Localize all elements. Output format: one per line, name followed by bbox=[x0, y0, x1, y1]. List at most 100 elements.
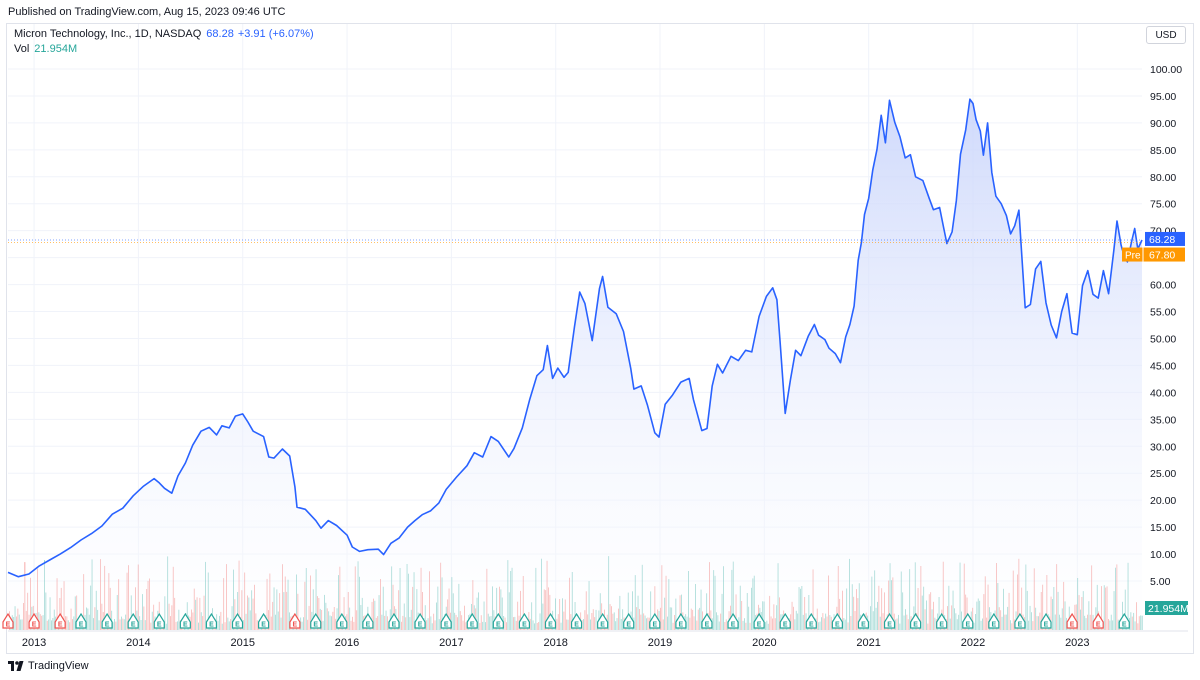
earnings-marker-shape bbox=[492, 612, 504, 629]
earnings-marker-shape bbox=[623, 612, 635, 629]
earnings-marker: E bbox=[1092, 612, 1104, 629]
earnings-marker-shape bbox=[831, 612, 843, 629]
legend-volume-label[interactable]: Vol bbox=[14, 43, 30, 55]
earnings-marker: E bbox=[805, 612, 817, 629]
earnings-marker: E bbox=[910, 612, 922, 629]
earnings-marker-label: E bbox=[809, 622, 814, 629]
earnings-marker-shape bbox=[440, 612, 452, 629]
earnings-marker-label: E bbox=[1070, 622, 1075, 629]
earnings-marker-shape bbox=[179, 612, 191, 629]
last-price-badge-bg bbox=[1145, 231, 1185, 246]
earnings-marker-label: E bbox=[496, 622, 501, 629]
published-banner: Published on TradingView.com, Aug 15, 20… bbox=[0, 0, 1200, 24]
earnings-marker-label: E bbox=[105, 622, 110, 629]
earnings-marker-shape bbox=[883, 612, 896, 629]
earnings-marker-shape bbox=[570, 612, 583, 629]
x-tick-label: 2015 bbox=[230, 637, 254, 649]
earnings-marker: E bbox=[28, 612, 40, 629]
earnings-marker: E bbox=[883, 612, 896, 629]
x-tick-label: 2021 bbox=[856, 637, 880, 649]
earnings-marker-shape bbox=[988, 612, 1000, 629]
earnings-marker: E bbox=[362, 612, 374, 629]
earnings-marker-label: E bbox=[913, 622, 918, 629]
earnings-marker-label: E bbox=[1018, 622, 1023, 629]
y-tick-label: 75.00 bbox=[1150, 199, 1176, 211]
earnings-marker-shape bbox=[518, 612, 531, 629]
earnings-marker-label: E bbox=[444, 622, 449, 629]
earnings-marker: E bbox=[1014, 612, 1026, 629]
earnings-marker-shape bbox=[675, 612, 687, 629]
earnings-marker: E bbox=[570, 612, 583, 629]
earnings-marker-shape bbox=[362, 612, 374, 629]
earnings-marker: E bbox=[101, 612, 113, 629]
earnings-marker: E bbox=[962, 612, 974, 629]
volume-badge: 21.954M bbox=[1145, 601, 1189, 615]
earnings-marker-label: E bbox=[157, 622, 162, 629]
earnings-marker: E bbox=[289, 612, 301, 629]
earnings-marker-shape bbox=[153, 612, 165, 629]
y-tick-label: 20.00 bbox=[1150, 495, 1176, 507]
earnings-marker-label: E bbox=[131, 622, 136, 629]
earnings-marker-shape bbox=[310, 612, 322, 629]
earnings-marker-shape bbox=[205, 612, 218, 629]
earnings-marker-label: E bbox=[32, 622, 37, 629]
earnings-marker-shape bbox=[1092, 612, 1104, 629]
earnings-marker: E bbox=[310, 612, 322, 629]
earnings-marker-label: E bbox=[574, 622, 579, 629]
earnings-marker-shape bbox=[127, 612, 139, 629]
earnings-marker: E bbox=[466, 612, 478, 629]
currency-button[interactable]: USD bbox=[1146, 26, 1186, 44]
y-tick-label: 30.00 bbox=[1150, 441, 1176, 453]
earnings-marker-label: E bbox=[731, 622, 736, 629]
earnings-marker-shape bbox=[910, 612, 922, 629]
x-tick-label: 2019 bbox=[648, 637, 672, 649]
legend-change: +3.91 (+6.07%) bbox=[237, 28, 314, 40]
x-tick-label: 2020 bbox=[752, 637, 776, 649]
earnings-marker-label: E bbox=[235, 622, 240, 629]
y-tick-label: 35.00 bbox=[1150, 414, 1176, 426]
x-tick-label: 2017 bbox=[439, 637, 463, 649]
earnings-marker: E bbox=[988, 612, 1000, 629]
earnings-marker-shape bbox=[753, 612, 765, 629]
earnings-marker: E bbox=[2, 612, 14, 629]
earnings-marker-label: E bbox=[340, 622, 345, 629]
earnings-marker: E bbox=[153, 612, 165, 629]
earnings-marker-shape bbox=[936, 612, 948, 629]
earnings-marker: E bbox=[753, 612, 765, 629]
legend-volume-row: Vol 21.954M bbox=[14, 42, 314, 57]
earnings-marker: E bbox=[623, 612, 635, 629]
earnings-marker: E bbox=[727, 612, 739, 629]
earnings-marker-shape bbox=[779, 612, 791, 629]
legend-last-price: 68.28 bbox=[206, 28, 234, 40]
earnings-marker-shape bbox=[1014, 612, 1026, 629]
legend-symbol[interactable]: Micron Technology, Inc., 1D, NASDAQ bbox=[14, 28, 202, 40]
y-tick-label: 50.00 bbox=[1150, 333, 1176, 345]
earnings-marker-shape bbox=[701, 612, 713, 629]
earnings-marker-label: E bbox=[679, 622, 684, 629]
earnings-marker: E bbox=[257, 612, 270, 629]
earnings-marker: E bbox=[597, 612, 609, 629]
earnings-marker-label: E bbox=[705, 622, 710, 629]
legend-volume-value: 21.954M bbox=[34, 43, 78, 55]
earnings-marker-label: E bbox=[293, 622, 298, 629]
price-line bbox=[7, 98, 1143, 578]
y-tick-label: 45.00 bbox=[1150, 360, 1176, 372]
x-tick-label: 2022 bbox=[961, 637, 985, 649]
y-tick-label: 60.00 bbox=[1150, 280, 1176, 292]
y-tick-label: 5.00 bbox=[1150, 576, 1171, 588]
earnings-marker-label: E bbox=[209, 622, 214, 629]
footer-brand-text: TradingView bbox=[28, 660, 89, 673]
x-tick-label: 2016 bbox=[335, 637, 359, 649]
earnings-marker: E bbox=[54, 612, 66, 629]
earnings-marker: E bbox=[1066, 612, 1078, 629]
earnings-marker-shape bbox=[1040, 612, 1052, 629]
y-tick-label: 55.00 bbox=[1150, 307, 1176, 319]
y-tick-label: 95.00 bbox=[1150, 91, 1176, 103]
earnings-marker-label: E bbox=[783, 622, 788, 629]
earnings-marker: E bbox=[440, 612, 452, 629]
earnings-marker-label: E bbox=[1122, 622, 1127, 629]
earnings-marker-label: E bbox=[965, 622, 970, 629]
earnings-marker-shape bbox=[649, 612, 661, 629]
